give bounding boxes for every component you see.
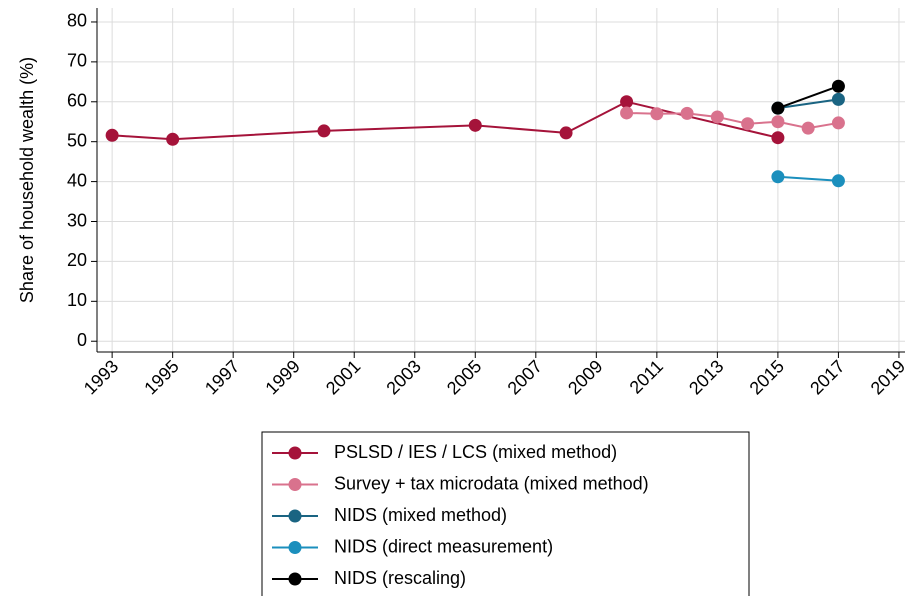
x-tick-label: 2017	[806, 356, 848, 398]
legend-label: Survey + tax microdata (mixed method)	[334, 473, 649, 493]
data-point	[771, 101, 785, 115]
legend-box	[261, 431, 750, 596]
data-point	[105, 128, 119, 142]
y-tick-label: 0	[77, 330, 87, 350]
series-line	[777, 98, 839, 110]
data-point	[710, 110, 724, 124]
legend-label: NIDS (rescaling)	[334, 568, 466, 588]
y-tick-label: 30	[67, 210, 87, 230]
data-point	[468, 118, 482, 132]
legend-marker	[288, 446, 302, 460]
x-tick-label: 1997	[201, 356, 243, 398]
data-point	[680, 106, 694, 120]
data-point	[166, 132, 180, 146]
x-tick-label: 2001	[322, 356, 364, 398]
legend-label: NIDS (mixed method)	[334, 505, 507, 525]
series-line	[777, 85, 839, 110]
legend-marker	[288, 541, 302, 554]
x-tick-label: 2005	[443, 356, 485, 398]
y-axis-label: Share of household wealth (%)	[17, 57, 37, 303]
x-tick-label: 2007	[504, 356, 546, 398]
x-tick-label: 1995	[140, 356, 182, 398]
x-tick-label: 2009	[564, 356, 606, 398]
data-point	[831, 116, 845, 130]
y-tick-label: 80	[67, 11, 87, 31]
y-tick-label: 20	[67, 250, 87, 270]
data-point	[741, 117, 755, 131]
x-tick-label: 1999	[261, 356, 303, 398]
legend-label: PSLSD / IES / LCS (mixed method)	[334, 442, 617, 462]
x-tick-label: 2011	[626, 356, 668, 398]
y-tick-label: 50	[67, 130, 87, 150]
legend-marker	[288, 572, 302, 586]
y-tick-label: 40	[67, 170, 87, 190]
y-tick-label: 10	[67, 290, 87, 310]
data-point	[831, 174, 845, 188]
data-point	[620, 106, 634, 120]
data-point	[620, 95, 634, 109]
legend-marker	[288, 509, 302, 523]
x-tick-label: 2003	[382, 356, 424, 398]
x-tick-label: 2013	[685, 356, 727, 398]
data-point	[771, 131, 785, 145]
data-point	[831, 92, 845, 106]
x-tick-label: 2019	[867, 356, 909, 398]
series-line	[112, 100, 779, 141]
y-tick-label: 70	[67, 51, 87, 71]
x-tick-label: 1993	[80, 356, 122, 398]
data-point	[317, 124, 331, 138]
legend-marker	[288, 478, 302, 491]
y-tick-label: 60	[67, 91, 87, 111]
data-point	[650, 107, 664, 121]
data-point	[771, 170, 785, 184]
series-line	[777, 175, 839, 182]
data-point	[801, 121, 815, 135]
data-point	[771, 115, 785, 129]
data-point	[559, 126, 573, 140]
x-tick-label: 2015	[746, 356, 788, 398]
legend-label: NIDS (direct measurement)	[334, 536, 553, 556]
data-point	[831, 79, 845, 93]
